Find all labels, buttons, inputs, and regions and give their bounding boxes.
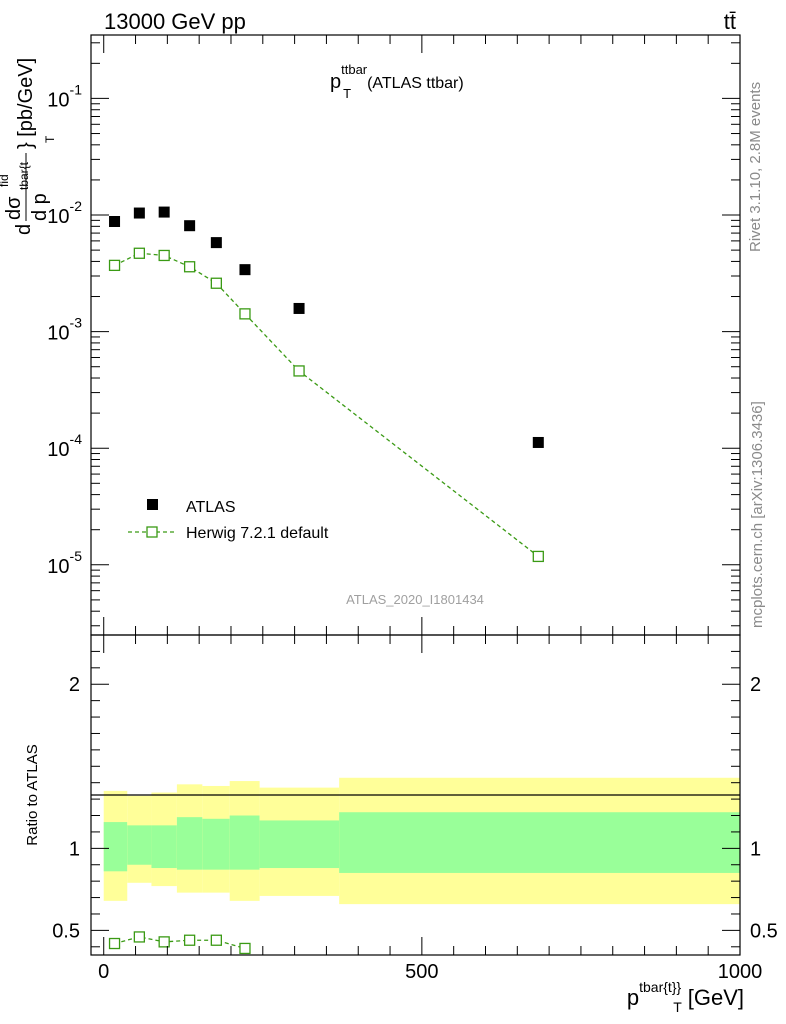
x-tick-label: 0 (98, 961, 109, 983)
herwig-point (293, 365, 305, 377)
atlas-series (109, 206, 544, 448)
ratio-y-label: Ratio to ATLAS (24, 744, 41, 845)
ratio-y-tick-label-left: 0.5 (52, 920, 80, 942)
ratio-x-tick-labels: 0 500 1000 (98, 961, 762, 983)
herwig-point (158, 249, 170, 262)
atlas-point (133, 207, 145, 219)
herwig-point (239, 308, 251, 320)
herwig-series (108, 247, 544, 563)
svg-text:d p: d p (29, 193, 51, 221)
ratio-inner-band (202, 818, 230, 870)
atlas-point (184, 220, 196, 232)
x-tick-label: 500 (405, 961, 438, 983)
legend-atlas-label: ATLAS (186, 499, 236, 516)
ratio-inner-band (259, 820, 340, 869)
ratio-herwig-point (183, 934, 196, 946)
ratio-inner-band (127, 825, 152, 865)
main-y-tick-label: 10-1 (47, 81, 82, 111)
ratio-y-tick-label-left: 2 (69, 674, 80, 696)
ratio-herwig-point (239, 942, 251, 955)
svg-text:fid: fid (0, 174, 11, 187)
herwig-line (114, 252, 539, 557)
mcplots-label: mcplots.cern.ch [arXiv:1306.3436] (749, 401, 766, 628)
main-frame (90, 34, 741, 636)
main-y-tick-label: 10-2 (47, 198, 82, 228)
energy-label: 13000 GeV pp (104, 9, 246, 34)
ratio-herwig-point (210, 934, 222, 946)
ratio-inner-band (339, 812, 740, 873)
main-y-label: d dσ fid tbar{t d p T } [pb/GeV] (0, 58, 57, 235)
x-axis-label: ptbar{t}} T [GeV] (627, 979, 744, 1015)
x-tick-label: 1000 (718, 961, 763, 983)
main-panel: 10-1 10-2 10-3 10-4 10-5 pttbar T(ATLAS ttbar… (0, 34, 741, 636)
main-y-tick-label: 10-5 (47, 548, 82, 578)
ratio-ticks (91, 634, 741, 955)
ratio-inner-band (229, 815, 260, 870)
ratio-inner-band (151, 825, 177, 869)
ratio-y-tick-label-right: 0.5 (750, 920, 778, 942)
ratio-y-tick-labels: 0.5 0.5 1 1 2 2 (52, 674, 778, 942)
legend-herwig-marker (146, 526, 158, 538)
svg-text:tbar{t: tbar{t (17, 161, 31, 190)
legend-herwig-label: Herwig 7.2.1 default (186, 525, 329, 542)
svg-text:T: T (43, 135, 57, 143)
analysis-watermark: ATLAS_2020_I1801434 (346, 592, 484, 607)
legend-atlas-marker (147, 499, 158, 510)
ratio-y-tick-label-right: 1 (750, 838, 761, 860)
svg-text:d: d (13, 224, 35, 235)
ratio-herwig-point (158, 936, 170, 948)
atlas-point (158, 206, 170, 218)
ratio-herwig-point (133, 931, 146, 943)
atlas-point (293, 302, 305, 314)
ratio-inner-band (176, 817, 203, 870)
herwig-point (183, 261, 196, 273)
ratio-frame (90, 634, 741, 956)
ratio-panel: 0.5 0.5 1 1 2 2 0 500 1000 Ratio to ATLAS ptbar… (24, 634, 778, 1015)
ratio-herwig-point (108, 937, 121, 950)
ratio-bands (103, 777, 740, 905)
legend: ATLAS Herwig 7.2.1 default (128, 499, 329, 542)
ratio-herwig-series (108, 931, 251, 955)
process-label: tt̄ (724, 9, 736, 34)
herwig-point (210, 277, 222, 289)
main-y-tick-label: 10-3 (47, 315, 82, 345)
herwig-point (532, 550, 544, 563)
herwig-point (133, 247, 146, 259)
plot-title: pttbar T(ATLAS ttbar) (330, 62, 464, 101)
atlas-point (210, 237, 222, 249)
atlas-point (239, 264, 251, 276)
atlas-point (109, 215, 121, 227)
main-y-tick-labels: 10-1 10-2 10-3 10-4 10-5 (47, 81, 82, 577)
atlas-point (532, 436, 544, 448)
main-y-tick-label: 10-4 (47, 431, 82, 461)
svg-text:dσ: dσ (3, 196, 25, 220)
svg-text:} [pb/GeV]: } [pb/GeV] (15, 58, 37, 149)
main-ticks (91, 35, 741, 635)
ratio-inner-band (103, 822, 128, 872)
rivet-label: Rivet 3.1.10, 2.8M events (747, 82, 764, 252)
herwig-point (108, 259, 121, 272)
ratio-y-tick-label-left: 1 (69, 838, 80, 860)
ratio-y-tick-label-right: 2 (750, 674, 761, 696)
